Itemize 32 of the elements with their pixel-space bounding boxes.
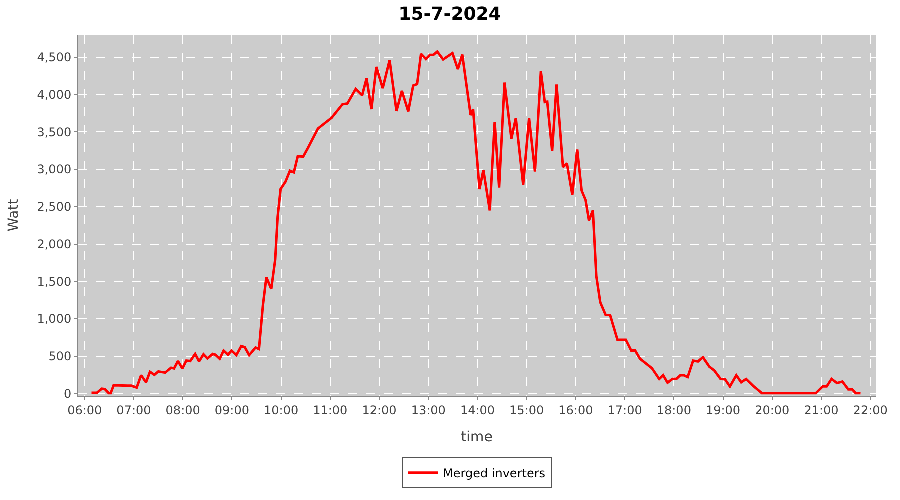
y-tick-label: 500 bbox=[48, 350, 72, 364]
x-tick-label: 14:00 bbox=[460, 403, 496, 418]
x-tick-label: 07:00 bbox=[116, 403, 152, 418]
x-tick-label: 12:00 bbox=[362, 403, 397, 418]
x-tick-label: 16:00 bbox=[558, 403, 594, 418]
chart-title: 15-7-2024 bbox=[398, 4, 502, 26]
x-tick-label: 22:00 bbox=[853, 403, 888, 418]
x-tick-label: 18:00 bbox=[656, 403, 692, 418]
y-tick-label: 3,500 bbox=[37, 125, 72, 140]
line-series bbox=[90, 50, 862, 395]
y-axis-title: Watt bbox=[6, 198, 22, 232]
y-tick-label: 4,500 bbox=[37, 50, 72, 65]
x-tick-label: 13:00 bbox=[411, 403, 446, 418]
legend-label: Merged inverters bbox=[443, 466, 546, 481]
y-tick-label: 2,000 bbox=[37, 237, 72, 252]
x-tick-label: 15:00 bbox=[510, 403, 544, 418]
x-tick-label: 10:00 bbox=[264, 403, 299, 418]
x-tick-label: 09:00 bbox=[214, 403, 250, 418]
y-tick-label: 4,000 bbox=[37, 88, 72, 102]
x-tick-label: 17:00 bbox=[608, 403, 642, 418]
y-tick-label: 1,500 bbox=[37, 274, 72, 289]
x-axis-title: time bbox=[461, 430, 493, 446]
x-tick-label: 11:00 bbox=[313, 403, 348, 418]
y-tick-label: 1,000 bbox=[37, 312, 72, 326]
x-tick-label: 08:00 bbox=[166, 403, 200, 418]
x-tick-label: 19:00 bbox=[706, 403, 741, 418]
x-tick-label: 21:00 bbox=[804, 403, 839, 418]
x-tick-label: 06:00 bbox=[68, 403, 102, 418]
x-tick-label: 20:00 bbox=[755, 403, 790, 418]
y-tick-label: 0 bbox=[64, 386, 72, 401]
y-tick-label: 2,500 bbox=[37, 200, 72, 214]
y-tick-label: 3,000 bbox=[37, 162, 72, 177]
